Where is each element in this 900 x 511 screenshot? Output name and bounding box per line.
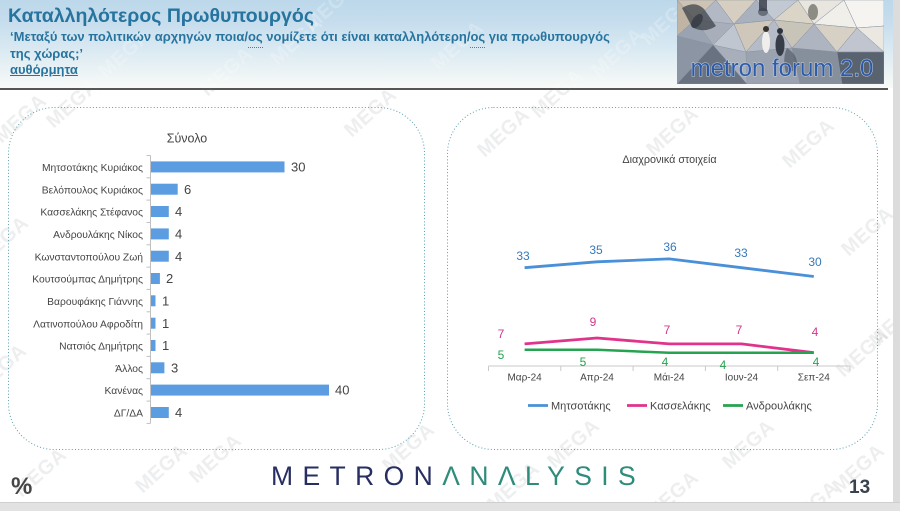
svg-text:36: 36: [663, 240, 677, 254]
svg-text:5: 5: [498, 348, 505, 362]
svg-text:Σεπ-24: Σεπ-24: [798, 373, 830, 384]
svg-text:Βαρουφάκης Γιάννης: Βαρουφάκης Γιάννης: [47, 296, 143, 308]
svg-text:33: 33: [516, 249, 530, 263]
svg-text:5: 5: [580, 355, 587, 369]
svg-text:4: 4: [175, 249, 182, 264]
svg-text:4: 4: [175, 405, 182, 420]
svg-text:1: 1: [162, 316, 169, 331]
svg-text:Μητσοτάκης: Μητσοτάκης: [551, 401, 611, 413]
svg-text:4: 4: [812, 325, 819, 339]
svg-text:1: 1: [162, 293, 169, 308]
svg-text:7: 7: [736, 323, 743, 337]
svg-text:9: 9: [590, 315, 597, 329]
svg-text:metron forum 2.0: metron forum 2.0: [691, 55, 874, 82]
svg-text:Νατσιός Δημήτρης: Νατσιός Δημήτρης: [59, 341, 143, 353]
svg-text:4: 4: [662, 355, 669, 369]
svg-text:4: 4: [175, 204, 182, 219]
svg-text:3: 3: [171, 360, 178, 375]
svg-text:Κουτσούμπας Δημήτρης: Κουτσούμπας Δημήτρης: [32, 274, 143, 286]
svg-text:Λατινοπούλου Αφροδίτη: Λατινοπούλου Αφροδίτη: [33, 318, 143, 330]
svg-text:35: 35: [589, 243, 603, 257]
svg-text:2: 2: [166, 271, 173, 286]
svg-text:Κωνσταντοπούλου Ζωή: Κωνσταντοπούλου Ζωή: [35, 251, 144, 263]
svg-text:Μαρ-24: Μαρ-24: [507, 373, 542, 384]
svg-text:30: 30: [808, 255, 822, 269]
svg-text:Κανένας: Κανένας: [105, 385, 144, 397]
svg-text:Διαχρονικά στοιχεία: Διαχρονικά στοιχεία: [622, 154, 716, 166]
svg-text:30: 30: [291, 160, 305, 175]
svg-text:Σύνολο: Σύνολο: [167, 132, 208, 146]
svg-text:Κασσελάκης Στέφανος: Κασσελάκης Στέφανος: [40, 207, 143, 219]
svg-text:Ανδρουλάκης: Ανδρουλάκης: [746, 401, 812, 413]
svg-text:33: 33: [734, 246, 748, 260]
svg-text:40: 40: [335, 383, 349, 398]
svg-text:Ανδρουλάκης Νίκος: Ανδρουλάκης Νίκος: [53, 229, 143, 241]
svg-text:Κασσελάκης: Κασσελάκης: [650, 401, 711, 413]
svg-text:Μητσοτάκης Κυριάκος: Μητσοτάκης Κυριάκος: [42, 162, 143, 174]
svg-text:4: 4: [720, 358, 727, 372]
svg-text:7: 7: [664, 323, 671, 337]
svg-text:Απρ-24: Απρ-24: [580, 373, 614, 384]
svg-text:7: 7: [498, 327, 505, 341]
svg-text:ΔΓ/ΔΑ: ΔΓ/ΔΑ: [114, 409, 143, 420]
svg-text:Άλλος: Άλλος: [115, 364, 143, 375]
svg-text:4: 4: [813, 355, 820, 369]
svg-text:1: 1: [162, 338, 169, 353]
svg-text:Ιουν-24: Ιουν-24: [725, 373, 759, 384]
svg-text:Βελόπουλος Κυριάκος: Βελόπουλος Κυριάκος: [42, 184, 143, 196]
svg-text:4: 4: [175, 227, 182, 242]
svg-text:Μάι-24: Μάι-24: [654, 372, 685, 384]
svg-text:6: 6: [184, 182, 191, 197]
